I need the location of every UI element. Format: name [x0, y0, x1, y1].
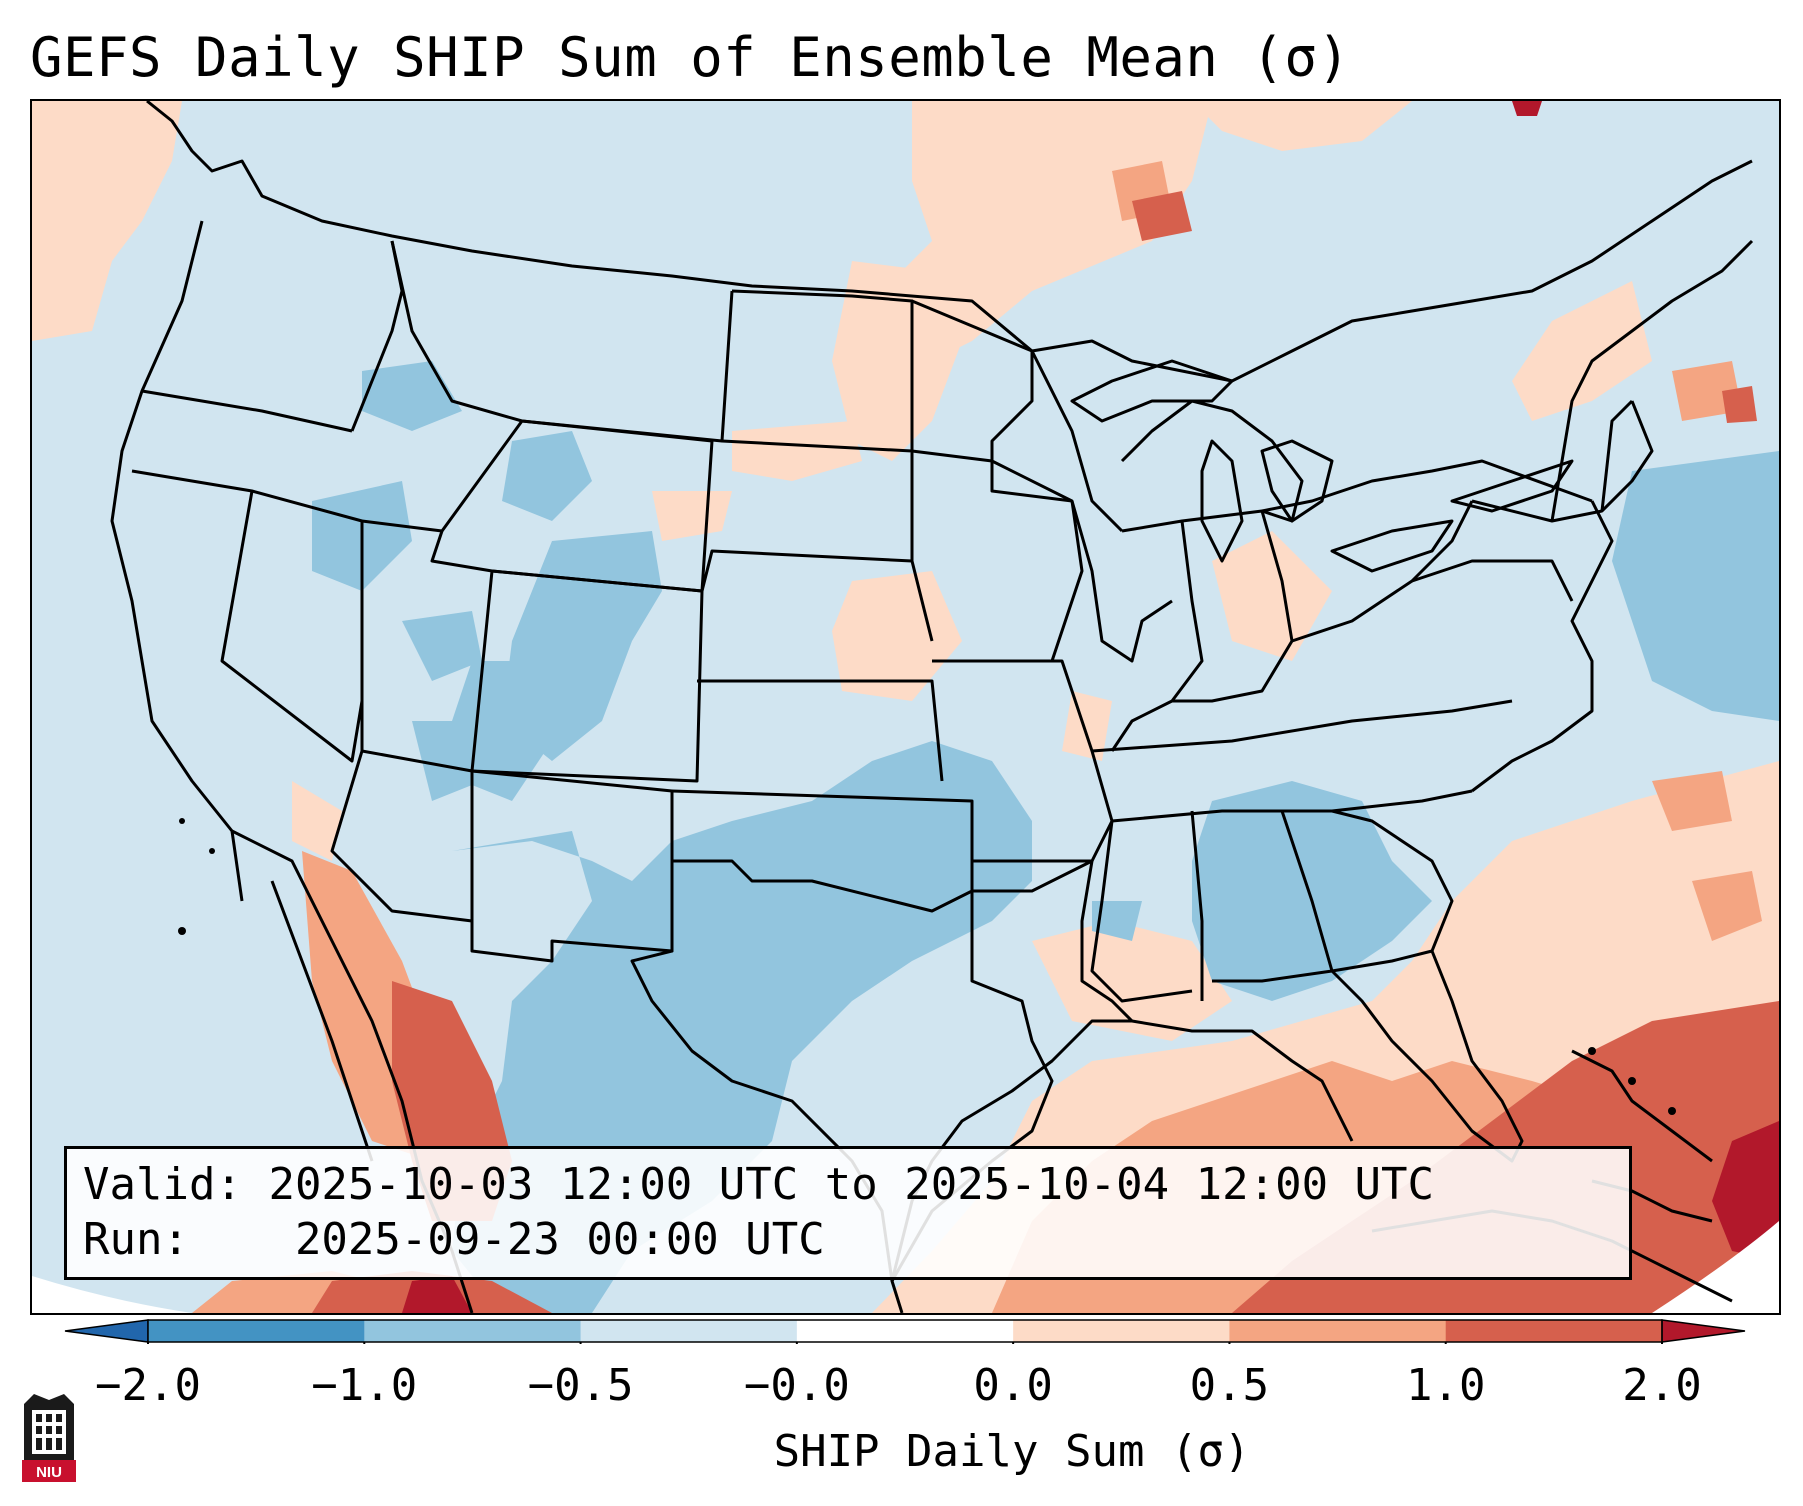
validity-info-box: Valid: 2025-10-03 12:00 UTC to 2025-10-0… — [64, 1146, 1632, 1280]
colorbar-bin — [580, 1320, 798, 1342]
colorbar-frame — [147, 1319, 1663, 1343]
colorbar-bin — [364, 1320, 582, 1342]
valid-label: Valid: — [83, 1159, 242, 1210]
colorbar-extend-high — [1661, 1319, 1746, 1343]
very-high-positive-areas — [402, 101, 1779, 1313]
colorbar-tick-label: 1.0 — [1405, 1360, 1486, 1411]
island-markers — [178, 818, 1676, 1115]
colorbar-bin — [1229, 1320, 1447, 1342]
colorbar-tick-label: 0.5 — [1189, 1360, 1270, 1411]
colorbar-tick-label: 2.0 — [1622, 1360, 1702, 1411]
colorbar-tick-label: 0.0 — [973, 1360, 1053, 1411]
map-panel — [30, 99, 1781, 1315]
projection-edge — [32, 1276, 192, 1313]
colorbar-extend-low — [64, 1319, 149, 1343]
colorbar — [64, 1319, 1746, 1344]
colorbar-tick-label: −1.0 — [311, 1360, 418, 1411]
run-time: 2025-09-23 00:00 UTC — [294, 1214, 825, 1265]
colorbar-tick-label: −0.0 — [743, 1360, 850, 1411]
colorbar-tick-label: −2.0 — [95, 1360, 201, 1411]
colorbar-bin — [796, 1320, 1014, 1342]
map-title: GEFS Daily SHIP Sum of Ensemble Mean (σ) — [30, 26, 1351, 89]
svg-text:NIU: NIU — [36, 1464, 62, 1481]
colorbar-label: SHIP Daily Sum (σ) — [773, 1426, 1251, 1477]
run-label: Run: — [83, 1214, 189, 1265]
colorbar-tick-label: −0.5 — [527, 1360, 634, 1411]
colorbar-bin — [1013, 1320, 1230, 1342]
colorbar-bin — [148, 1320, 365, 1342]
colorbar-bin — [1445, 1320, 1663, 1342]
niu-logo: NIU — [22, 1394, 76, 1482]
valid-time-range: 2025-10-03 12:00 UTC to 2025-10-04 12:00… — [268, 1159, 1435, 1210]
